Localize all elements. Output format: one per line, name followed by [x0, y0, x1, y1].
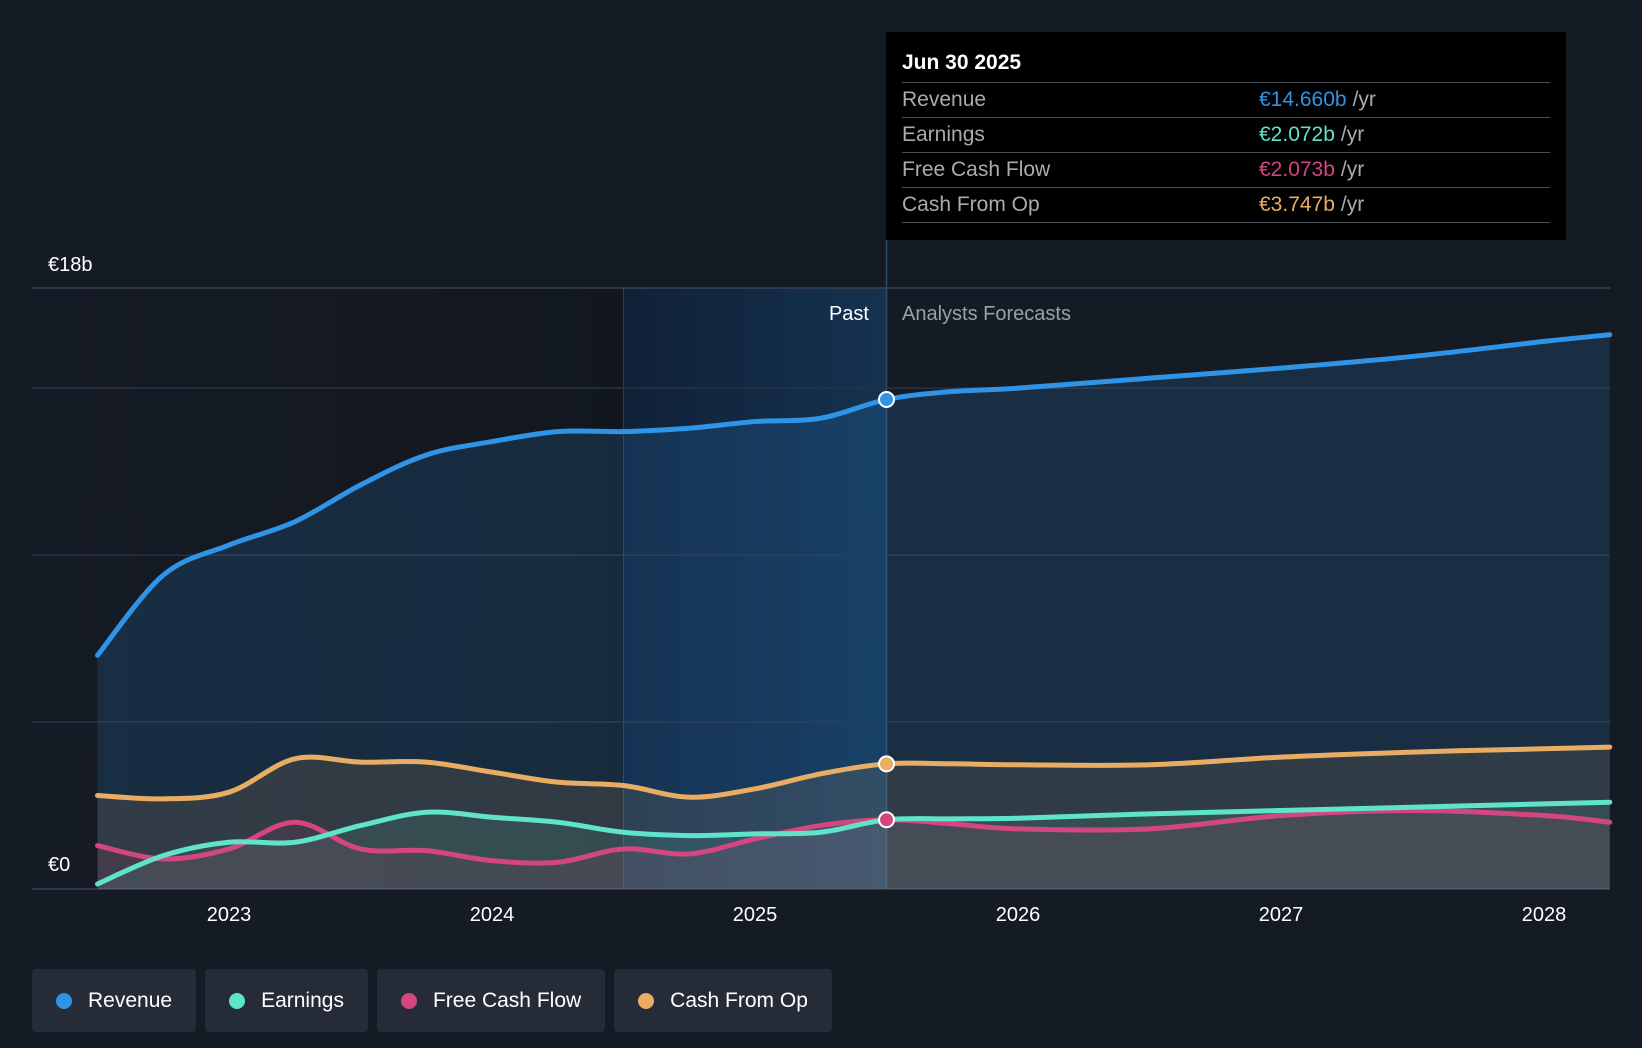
tooltip-row-earnings: Earnings €2.072b /yr: [902, 118, 1550, 153]
past-label: Past: [829, 303, 869, 325]
cash-from-op-marker: [878, 755, 895, 773]
legend: Revenue Earnings Free Cash Flow Cash Fro…: [32, 969, 832, 1032]
free-cash-flow-line: [95, 808, 1613, 866]
legend-label: Earnings: [261, 988, 344, 1012]
legend-label: Cash From Op: [670, 988, 808, 1012]
tooltip-row-cfo: Cash From Op €3.747b /yr: [902, 188, 1550, 223]
x-tick-label: 2025: [733, 904, 778, 926]
cash-from-op-line: [95, 744, 1613, 802]
legend-dot-icon: [638, 992, 655, 1009]
x-tick-label: 2028: [1522, 904, 1567, 926]
tooltip-value: €14.660b: [1259, 88, 1347, 111]
x-tick-label: 2026: [996, 904, 1041, 926]
cash-from-op-area: [97, 747, 1610, 889]
legend-item-revenue[interactable]: Revenue: [32, 969, 197, 1032]
tooltip-label: Revenue: [902, 88, 987, 111]
y-label-zero: €0: [48, 854, 70, 876]
tooltip-date: Jun 30 2025: [902, 48, 1550, 83]
legend-dot-icon: [229, 992, 246, 1009]
earnings-line: [95, 799, 1613, 887]
tooltip-row-revenue: Revenue €14.660b /yr: [902, 83, 1550, 118]
x-tick-label: 2024: [470, 904, 515, 926]
tooltip-unit: /yr: [1340, 123, 1365, 146]
tooltip-row-fcf: Free Cash Flow €2.073b /yr: [902, 153, 1550, 188]
legend-dot-icon: [400, 992, 417, 1009]
free-cash-flow-area: [97, 810, 1610, 889]
earnings-area: [97, 802, 1610, 889]
tooltip-label: Free Cash Flow: [902, 158, 1051, 181]
legend-label: Revenue: [88, 988, 173, 1012]
y-label-max: €18b: [48, 254, 93, 276]
legend-label: Free Cash Flow: [432, 988, 582, 1012]
revenue-area: [97, 334, 1610, 889]
tooltip-unit: /yr: [1340, 158, 1365, 181]
tooltip-unit: /yr: [1352, 88, 1376, 111]
tooltip-value: €2.073b: [1259, 158, 1335, 181]
tooltip-value: €2.072b: [1259, 123, 1335, 146]
tooltip-value: €3.747b: [1259, 193, 1335, 216]
revenue-marker: [878, 391, 895, 409]
tooltip-unit: /yr: [1340, 193, 1365, 216]
legend-item-free-cash-flow[interactable]: Free Cash Flow: [376, 969, 606, 1032]
forecast-label: Analysts Forecasts: [902, 303, 1071, 325]
legend-item-earnings[interactable]: Earnings: [205, 969, 368, 1032]
x-tick-label: 2027: [1259, 904, 1304, 926]
legend-dot-icon: [56, 992, 72, 1009]
x-tick-label: 2023: [207, 904, 252, 926]
free-cash-flow-marker: [878, 811, 895, 829]
tooltip-label: Cash From Op: [902, 193, 1040, 216]
tooltip: Jun 30 2025 Revenue €14.660b /yr Earning…: [886, 32, 1566, 240]
tooltip-label: Earnings: [902, 123, 985, 146]
legend-item-cash-from-op[interactable]: Cash From Op: [614, 969, 832, 1032]
revenue-line: [95, 332, 1613, 658]
